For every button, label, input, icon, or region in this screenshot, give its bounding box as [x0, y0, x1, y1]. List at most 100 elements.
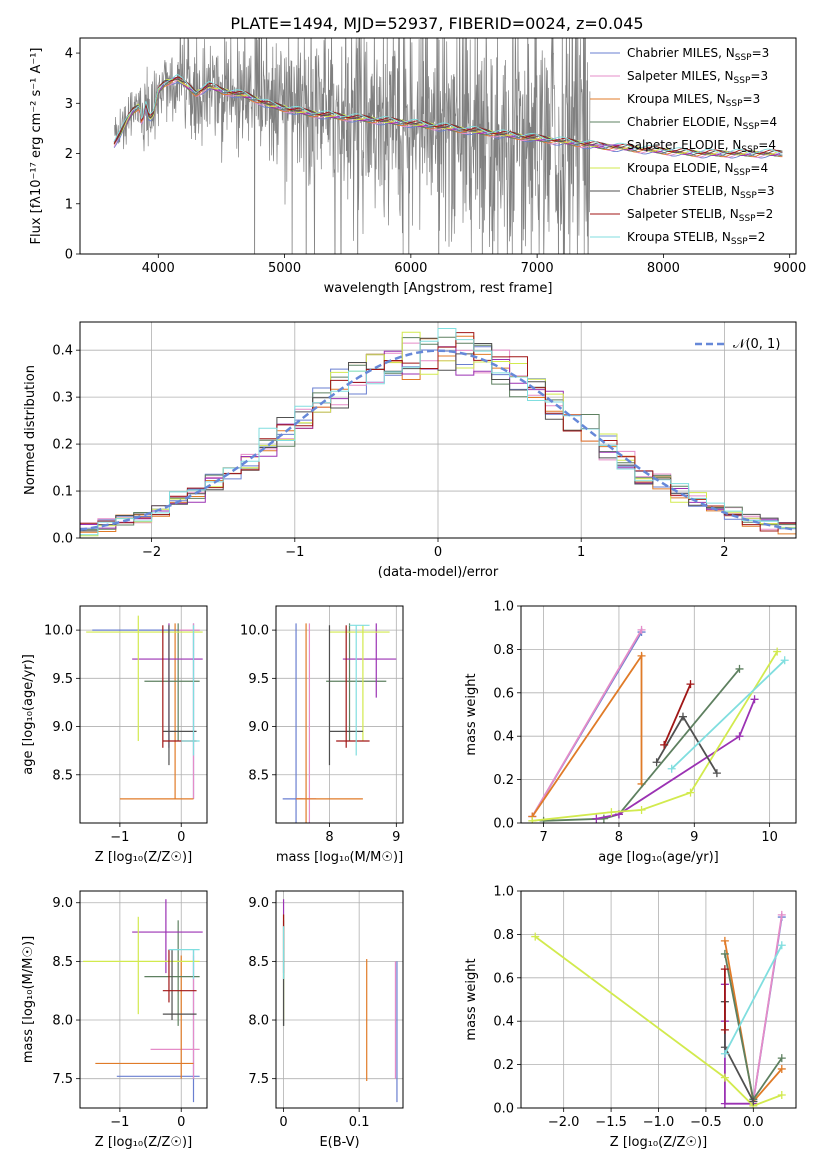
- plot-area-mass_vs_ebv: [282, 899, 398, 1103]
- errorbar-chabrier-miles: [116, 949, 200, 1103]
- x-tick-label: 1: [577, 545, 585, 560]
- y-tick-label: 0.3: [52, 391, 73, 406]
- x-tick-label: 2: [720, 545, 728, 560]
- x-tick-label: 0: [279, 1115, 287, 1130]
- data-point: [720, 1025, 729, 1034]
- x-tick-label: 9: [690, 830, 698, 845]
- legend-label: Kroupa STELIB, NSSP=2: [627, 230, 765, 247]
- data-point: [777, 1090, 786, 1099]
- x-tick-label: 9: [392, 830, 400, 845]
- series-line: [663, 683, 692, 746]
- data-point: [592, 814, 601, 823]
- errorbar-kroupa-elodie: [83, 916, 200, 1015]
- axes-frame: [275, 890, 404, 1109]
- x-axis-label: Z [log₁₀(Z/Z☉)]: [95, 1135, 192, 1150]
- x-tick-label: 8000: [647, 261, 680, 276]
- y-tick-label: 0: [65, 248, 73, 263]
- model-kroupa-miles: [113, 77, 783, 158]
- y-tick-label: 0.1: [52, 485, 73, 500]
- legend-label: Salpeter ELODIE, NSSP=4: [627, 138, 776, 155]
- y-tick-label: 0.4: [493, 730, 514, 745]
- panel-age_vs_mass: 8 9 8.5 9.0 9.5 10.0 mass [log₁₀(M/M☉)]: [240, 605, 404, 865]
- panel-massweight_vs_age: 7 8 9 10 0.0 0.2 0.4 0.6 0.8 1.0 age [log₁₀(age/yr…: [464, 600, 797, 865]
- y-tick-label: 10.0: [44, 624, 73, 639]
- data-point: [720, 1073, 729, 1082]
- x-tick-label: 0: [177, 830, 185, 845]
- plot-area-age_vs_mass: [282, 623, 397, 823]
- axes-frame: [79, 605, 208, 824]
- axes-frame: [79, 37, 797, 255]
- y-tick-label: 8.0: [52, 1014, 73, 1029]
- x-tick-label: −1: [285, 545, 304, 560]
- axes-frame: [520, 605, 797, 824]
- x-tick-label: 10: [761, 830, 778, 845]
- series-salpeter-stelib: [720, 965, 729, 1034]
- y-tick-label: 0.6: [493, 686, 514, 701]
- data-point: [637, 651, 646, 660]
- model-kroupa-elodie: [113, 78, 783, 156]
- axes-frame: [79, 890, 208, 1109]
- legend-spectrum: Chabrier MILES, NSSP=3 Salpeter MILES, NS…: [590, 46, 777, 247]
- x-tick-label: −1.5: [595, 1115, 627, 1130]
- series-salpeter-stelib: [660, 680, 695, 749]
- y-axis-label: age [log₁₀(age/yr)]: [21, 654, 36, 775]
- data-point: [735, 732, 744, 741]
- errorbar-salpeter-elodie: [132, 623, 203, 748]
- x-axis-label: E(B-V): [319, 1135, 359, 1150]
- errorbar-kroupa-stelib: [349, 624, 370, 756]
- x-tick-label: −1.0: [643, 1115, 675, 1130]
- y-tick-label: 1.0: [493, 600, 514, 615]
- x-tick-label: 4000: [142, 261, 175, 276]
- x-tick-label: 0: [177, 1115, 185, 1130]
- legend-label: 𝒩(0, 1): [733, 337, 780, 352]
- series-line: [534, 935, 783, 1107]
- y-tick-label: 9.0: [52, 720, 73, 735]
- data-point: [777, 1054, 786, 1063]
- y-tick-label: 3: [65, 97, 73, 112]
- x-tick-label: 5000: [268, 261, 301, 276]
- legend-label: Kroupa ELODIE, NSSP=4: [627, 161, 768, 178]
- data-point: [749, 1097, 758, 1106]
- y-axis-label: Flux [fλ10⁻¹⁷ erg cm⁻² s⁻¹ A⁻¹]: [29, 48, 44, 245]
- plot-area-spectrum: [113, 38, 783, 254]
- x-tick-label: 0.0: [743, 1115, 764, 1130]
- legend-label: Chabrier ELODIE, NSSP=4: [627, 115, 777, 132]
- y-axis-label: mass weight: [464, 673, 479, 755]
- y-tick-label: 9.5: [248, 672, 269, 687]
- x-tick-label: −1: [110, 1115, 129, 1130]
- x-tick-label: 7000: [521, 261, 554, 276]
- observed-spectrum: [113, 38, 591, 254]
- plot-area-massweight_vs_age: [528, 625, 789, 823]
- x-tick-label: 0: [434, 545, 442, 560]
- model-kroupa-stelib: [113, 74, 783, 154]
- y-axis-label: mass weight: [464, 958, 479, 1040]
- data-point: [531, 932, 540, 941]
- data-point: [539, 816, 548, 823]
- x-tick-label: 6000: [394, 261, 427, 276]
- errorbar-salpeter-stelib: [162, 625, 197, 748]
- data-point: [777, 1064, 786, 1073]
- data-point: [777, 910, 786, 919]
- x-tick-label: −0.5: [690, 1115, 722, 1130]
- x-axis-label: Z [log₁₀(Z/Z☉)]: [610, 1135, 707, 1150]
- x-tick-label: 7: [539, 830, 547, 845]
- y-tick-label: 7.5: [52, 1072, 73, 1087]
- errorbar-chabrier-stelib: [162, 625, 197, 766]
- data-point: [773, 647, 782, 656]
- data-point: [660, 740, 669, 749]
- series-line: [531, 629, 643, 817]
- y-tick-label: 4: [65, 47, 73, 62]
- errorbar-kroupa-miles: [119, 623, 194, 800]
- panel-age_vs_Z: −1 0 8.5 9.0 9.5 10.0 Z [log₁₀(Z/Z☉)] age [log₁…: [21, 605, 208, 865]
- y-tick-label: 1.0: [493, 885, 514, 900]
- series-kroupa-stelib: [667, 656, 789, 773]
- data-point: [637, 805, 646, 814]
- x-axis-label: mass [log₁₀(M/M☉)]: [276, 850, 403, 865]
- axes-frame: [79, 321, 797, 539]
- errorbar-kroupa-miles: [95, 955, 194, 1079]
- y-tick-label: 0.8: [493, 643, 514, 658]
- y-tick-label: 0.0: [52, 532, 73, 547]
- data-point: [637, 625, 646, 634]
- y-tick-label: 8.5: [52, 768, 73, 783]
- series-line: [671, 659, 786, 770]
